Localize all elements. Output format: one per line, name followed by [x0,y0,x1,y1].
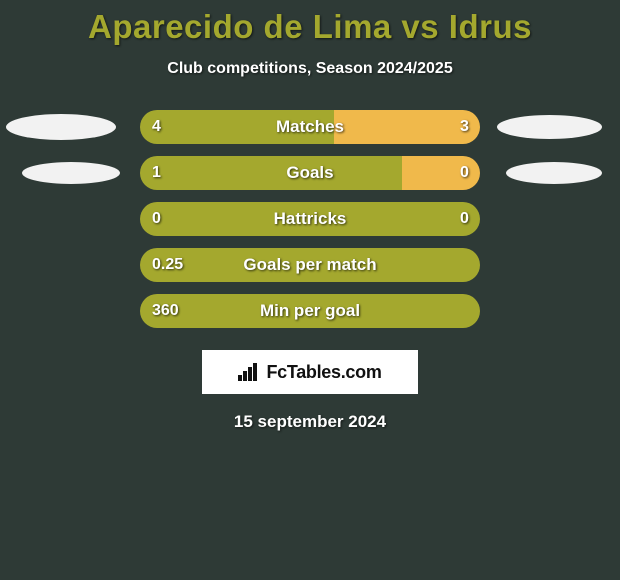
bars-icon [238,363,260,381]
bar-row: 0.25 Goals per match [0,248,620,282]
bar-value-left: 4 [152,118,161,136]
bar-value-left: 0 [152,210,161,228]
bar-right-fill [334,110,480,144]
logo-text: FcTables.com [266,362,381,383]
fctables-logo: FcTables.com [202,350,418,394]
bar-row: 0 0 Hattricks [0,202,620,236]
bar-value-right: 3 [460,118,469,136]
bar-label: Min per goal [260,301,360,321]
bar-value-left: 1 [152,164,161,182]
bar-row: 4 3 Matches [0,110,620,144]
bar-label: Matches [276,117,344,137]
bar-left-fill [140,156,402,190]
bar-value-left: 0.25 [152,256,183,274]
avatar-right [506,162,602,184]
bar-row: 1 0 Goals [0,156,620,190]
comparison-bars-container: 4 3 Matches 1 0 Goals 0 0 Hattricks 0.25 Goals per… [0,110,620,328]
bar-row: 360 Min per goal [0,294,620,328]
avatar-left [6,114,116,140]
bar-value-right: 0 [460,210,469,228]
bar-label: Goals per match [243,255,376,275]
avatar-left [22,162,120,184]
date-text: 15 september 2024 [0,412,620,432]
bar-value-left: 360 [152,302,179,320]
page-subtitle: Club competitions, Season 2024/2025 [0,60,620,78]
bar-label: Hattricks [274,209,347,229]
bar-value-right: 0 [460,164,469,182]
page-title: Aparecido de Lima vs Idrus [0,0,620,46]
bar-label: Goals [286,163,333,183]
avatar-right [497,115,602,139]
